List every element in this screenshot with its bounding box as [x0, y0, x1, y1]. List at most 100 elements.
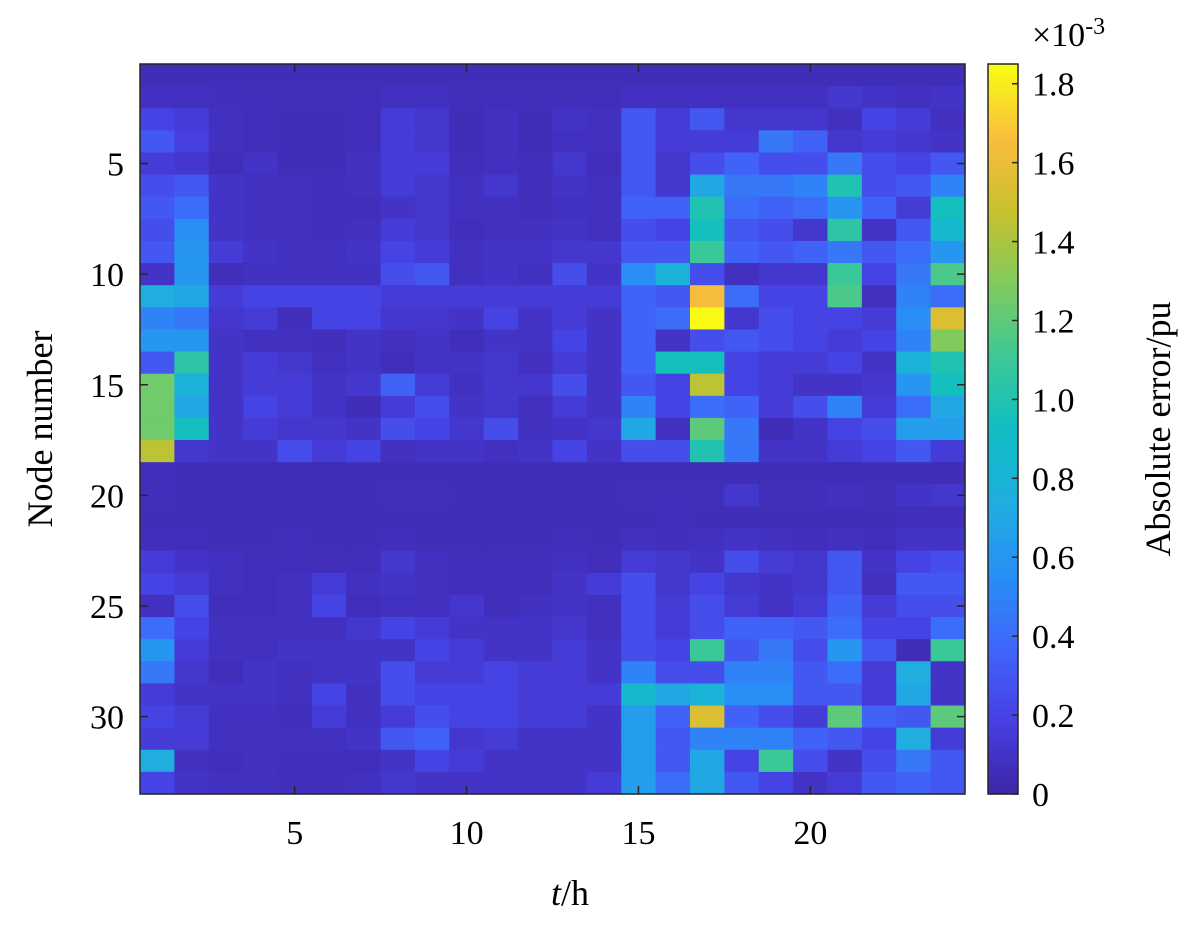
heatmap-cell	[140, 108, 175, 131]
heatmap-cell	[449, 395, 485, 419]
heatmap-cell	[449, 130, 485, 154]
heatmap-cell	[655, 196, 691, 220]
colorbar-segment	[988, 74, 1018, 80]
heatmap-cell	[621, 705, 657, 729]
heatmap-cell	[483, 639, 519, 662]
heatmap-cell	[690, 108, 725, 131]
heatmap-cell	[896, 395, 932, 419]
colorbar-segment	[988, 389, 1018, 395]
colorbar-segment	[988, 769, 1018, 775]
heatmap-cell	[311, 572, 347, 596]
colorbar-segment	[988, 109, 1018, 115]
heatmap-cell	[827, 683, 863, 707]
colorbar-segment	[988, 574, 1018, 580]
x-tick-label: 10	[450, 815, 484, 852]
heatmap-cell	[861, 705, 897, 729]
heatmap-cell	[483, 152, 519, 176]
heatmap-cell	[930, 683, 966, 707]
heatmap-cell	[758, 86, 794, 109]
heatmap-cell	[380, 749, 416, 773]
heatmap-cell	[380, 373, 416, 397]
colorbar-segment	[988, 449, 1018, 455]
heatmap-cell	[861, 617, 897, 640]
colorbar-segment	[988, 374, 1018, 380]
colorbar-segment	[988, 634, 1018, 640]
heatmap-cell	[758, 639, 794, 662]
heatmap-cell	[243, 395, 279, 419]
colorbar-segment	[988, 479, 1018, 485]
heatmap-cell	[483, 240, 519, 264]
heatmap-cell	[346, 639, 382, 662]
heatmap-cell	[346, 484, 382, 508]
heatmap-cell	[586, 218, 622, 242]
colorbar-segment	[988, 504, 1018, 510]
colorbar-segment	[988, 359, 1018, 365]
heatmap-cell	[793, 705, 829, 729]
heatmap-cell	[655, 64, 691, 87]
heatmap-cell	[277, 263, 313, 286]
heatmap-cell	[277, 285, 313, 308]
heatmap-cell	[552, 639, 588, 662]
heatmap-cell	[380, 86, 416, 109]
heatmap-cell	[586, 771, 622, 795]
heatmap-cell	[930, 771, 966, 795]
heatmap-cell	[174, 240, 210, 264]
colorbar-segment	[988, 379, 1018, 385]
heatmap-cell	[690, 130, 725, 154]
heatmap-cell	[311, 506, 347, 530]
heatmap-cell	[621, 86, 657, 109]
heatmap-cell	[930, 727, 966, 751]
heatmap-cell	[346, 594, 382, 618]
heatmap-cell	[449, 240, 485, 264]
heatmap-cell	[896, 240, 932, 264]
heatmap-cell	[586, 152, 622, 176]
heatmap-cell	[758, 617, 794, 640]
heatmap-cell	[655, 240, 691, 264]
heatmap-cell	[930, 263, 966, 286]
heatmap-cell	[793, 484, 829, 508]
heatmap-cell	[243, 594, 279, 618]
heatmap-cell	[690, 329, 725, 353]
heatmap-cell	[930, 307, 966, 331]
heatmap-cell	[793, 130, 829, 154]
colorbar-segment	[988, 784, 1018, 790]
heatmap-cell	[174, 639, 210, 662]
heatmap-cell	[655, 506, 691, 530]
heatmap-cell	[346, 705, 382, 729]
heatmap-cell	[586, 395, 622, 419]
heatmap-cell	[724, 550, 760, 574]
heatmap-cell	[243, 373, 279, 397]
heatmap-cell	[552, 528, 588, 552]
heatmap-cell	[311, 307, 347, 331]
heatmap-cell	[758, 218, 794, 242]
heatmap-cell	[655, 307, 691, 331]
colorbar-segment	[988, 534, 1018, 540]
heatmap-cell	[621, 395, 657, 419]
heatmap-cell	[208, 307, 244, 331]
heatmap-cell	[346, 240, 382, 264]
heatmap-cell	[690, 417, 725, 441]
heatmap-cell	[896, 174, 932, 198]
colorbar-segment	[988, 69, 1018, 75]
colorbar-segment	[988, 644, 1018, 650]
heatmap-cell	[552, 550, 588, 574]
heatmap-cell	[518, 263, 554, 286]
heatmap-cell	[380, 594, 416, 618]
heatmap-cell	[930, 617, 966, 640]
heatmap-cell	[311, 705, 347, 729]
heatmap-cell	[483, 263, 519, 286]
colorbar-segment	[988, 89, 1018, 95]
heatmap-cell	[552, 329, 588, 353]
heatmap-cell	[655, 440, 691, 463]
heatmap-cell	[724, 395, 760, 419]
heatmap-cell	[518, 130, 554, 154]
heatmap-cell	[758, 196, 794, 220]
colorbar-title: Absolute error/pu	[1138, 302, 1178, 557]
colorbar-segment	[988, 444, 1018, 450]
heatmap-cell	[552, 683, 588, 707]
heatmap-cell	[621, 130, 657, 154]
heatmap-cell	[311, 749, 347, 773]
heatmap-cell	[827, 506, 863, 530]
heatmap-cell	[311, 152, 347, 176]
x-tick-label: 15	[621, 815, 655, 852]
